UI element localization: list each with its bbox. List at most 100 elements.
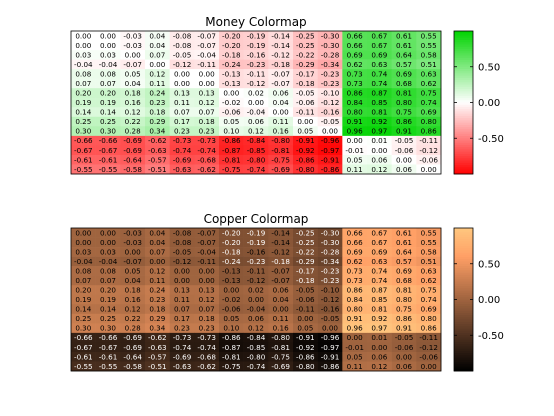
heatmap-cell: [71, 116, 96, 127]
heatmap-cell: [317, 126, 343, 137]
heatmap-cell: [416, 78, 442, 89]
heatmap-cell: [391, 69, 417, 79]
cell-value-label: 0.07: [174, 108, 190, 117]
heatmap-cell: [293, 342, 318, 353]
heatmap-cell: [145, 351, 170, 362]
heatmap-cell: [268, 59, 294, 70]
cell-value-label: -0.73: [197, 136, 216, 145]
heatmap-cell: [219, 31, 244, 41]
cell-value-label: -0.12: [247, 276, 266, 285]
heatmap-cell: [416, 135, 442, 146]
cell-value-label: -0.13: [222, 267, 241, 276]
cell-value-label: 0.18: [125, 286, 141, 295]
heatmap-cell: [416, 145, 442, 156]
heatmap-cell: [145, 361, 170, 372]
heatmap-cell: [293, 164, 318, 175]
heatmap-cell: [145, 88, 170, 99]
cell-value-label: -0.10: [321, 286, 340, 295]
cell-value-label: -0.69: [123, 136, 142, 145]
heatmap-cell: [71, 237, 96, 248]
cell-value-label: 0.04: [125, 79, 141, 88]
colorbar-segment: [454, 100, 473, 103]
cell-value-label: 0.05: [125, 70, 141, 79]
colorbar-segment: [454, 272, 473, 276]
cell-value-label: 0.86: [396, 314, 412, 323]
cell-value-label: -0.12: [321, 98, 340, 107]
cell-value-label: 0.85: [371, 295, 387, 304]
cell-value-label: -0.91: [296, 333, 315, 342]
heatmap-cell: [317, 342, 343, 353]
cell-value-label: 0.23: [199, 324, 215, 333]
heatmap-cell: [219, 228, 244, 238]
heatmap-cell: [120, 164, 146, 175]
heatmap-cell: [219, 275, 244, 286]
cell-value-label: 0.07: [199, 108, 215, 117]
colorbar-segment: [454, 93, 473, 97]
colorbar-segment: [454, 169, 473, 173]
colorbar-segment: [454, 295, 473, 298]
heatmap-cell: [367, 97, 392, 108]
cell-value-label: -0.64: [123, 155, 142, 164]
cell-value-label: -0.28: [321, 50, 340, 59]
cell-value-label: 0.04: [273, 98, 289, 107]
cell-value-label: 0.81: [396, 286, 412, 295]
heatmap-cell: [169, 342, 195, 353]
cell-value-label: 0.69: [347, 247, 363, 256]
colorbar-segment: [454, 335, 473, 338]
heatmap-cell: [367, 351, 392, 362]
heatmap-cell: [391, 275, 417, 286]
cell-value-label: -0.62: [148, 333, 167, 342]
cell-value-label: 0.74: [371, 267, 387, 276]
heatmap-cell: [95, 351, 121, 362]
heatmap-cell: [293, 40, 318, 51]
cell-value-label: 0.14: [75, 108, 91, 117]
cell-value-label: 0.55: [421, 228, 437, 237]
colorbar-segment: [454, 42, 473, 45]
cell-value-label: 0.91: [347, 314, 363, 323]
colorbar-segment: [454, 86, 473, 90]
heatmap-cell: [145, 266, 170, 276]
heatmap-cell: [219, 285, 244, 296]
cell-value-label: -0.07: [271, 79, 290, 88]
cell-value-label: 0.87: [371, 89, 387, 98]
heatmap-cell: [416, 107, 442, 118]
heatmap-cell: [342, 256, 368, 267]
cell-value-label: -0.30: [321, 41, 340, 50]
heatmap-cell: [243, 342, 269, 353]
cell-value-label: 0.19: [75, 295, 91, 304]
cell-value-label: -0.23: [321, 70, 340, 79]
cell-value-label: -0.17: [296, 70, 315, 79]
cell-value-label: 0.34: [149, 324, 165, 333]
heatmap-cell: [317, 107, 343, 118]
heatmap-cell: [219, 145, 244, 156]
heatmap-cell: [120, 50, 146, 60]
cell-value-label: 0.11: [149, 79, 165, 88]
heatmap-cell: [317, 69, 343, 79]
cell-value-label: 0.13: [199, 89, 215, 98]
heatmap-cell: [71, 294, 96, 305]
cell-value-label: -0.03: [123, 41, 142, 50]
cell-value-label: -0.55: [99, 165, 118, 174]
colorbar-segment: [454, 37, 473, 41]
heatmap-cell: [120, 135, 146, 146]
heatmap-cell: [95, 40, 121, 51]
cell-value-label: 0.04: [149, 41, 165, 50]
cell-value-label: 0.64: [396, 247, 412, 256]
colorbar-segment: [454, 75, 473, 79]
cell-value-label: 0.58: [421, 247, 437, 256]
heatmap-cell: [342, 275, 368, 286]
cell-value-label: -0.74: [173, 146, 192, 155]
cell-value-label: -0.58: [123, 165, 142, 174]
cell-value-label: -0.13: [222, 276, 241, 285]
heatmap-cell: [317, 247, 343, 257]
heatmap-cell: [145, 154, 170, 165]
cell-value-label: 0.07: [75, 276, 91, 285]
cell-value-label: -0.74: [247, 362, 266, 371]
colorbar-segment: [454, 274, 473, 278]
cell-value-label: 0.80: [421, 314, 437, 323]
colorbar-segment: [454, 167, 473, 170]
colorbar-segment: [454, 283, 473, 287]
colorbar-segment: [454, 346, 473, 350]
heatmap-cell: [95, 285, 121, 296]
heatmap-cell: [293, 313, 318, 324]
